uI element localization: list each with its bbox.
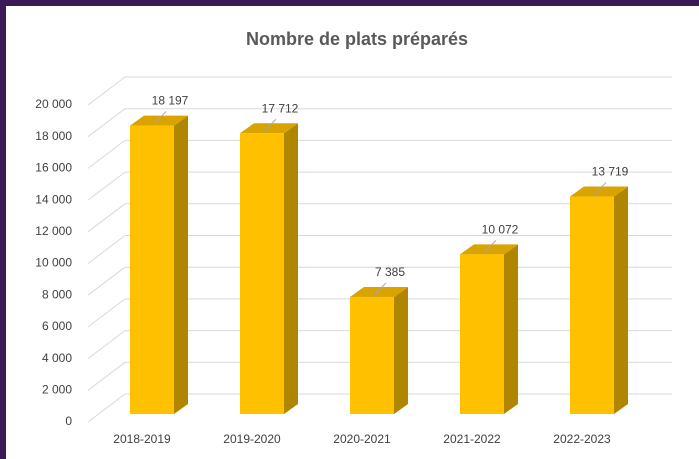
data-label: 13 719 xyxy=(592,165,629,179)
bar-side xyxy=(284,123,298,414)
x-tick-label: 2020-2021 xyxy=(333,432,391,446)
bar-side xyxy=(174,115,188,415)
grid-line xyxy=(87,330,126,359)
bar xyxy=(240,133,284,414)
leader-line xyxy=(593,182,607,195)
data-label: 18 197 xyxy=(152,94,189,108)
leader-line xyxy=(483,240,497,253)
y-tick-label: 18 000 xyxy=(35,129,72,143)
data-label: 7 385 xyxy=(375,265,405,279)
leader-line xyxy=(263,118,277,132)
bar-side xyxy=(504,244,518,414)
bar-side xyxy=(614,186,628,414)
grid-line xyxy=(87,76,126,106)
grid-line xyxy=(87,108,126,138)
data-label: 10 072 xyxy=(482,223,519,237)
chart-title: Nombre de plats préparés xyxy=(246,29,468,49)
y-tick-label: 6 000 xyxy=(42,319,72,333)
bar-top xyxy=(240,123,298,134)
x-tick-label: 2019-2020 xyxy=(223,432,281,446)
x-tick-label: 2018-2019 xyxy=(113,432,171,446)
y-tick-label: 10 000 xyxy=(35,256,72,270)
bar-top xyxy=(130,115,188,126)
grid-line xyxy=(87,298,126,328)
x-tick-label: 2022-2023 xyxy=(553,432,611,446)
leader-line xyxy=(373,282,387,296)
grid-line xyxy=(87,235,126,264)
bar xyxy=(570,196,614,414)
bar-side xyxy=(394,286,408,414)
bar xyxy=(350,296,394,414)
data-label: 17 712 xyxy=(262,101,299,115)
bar xyxy=(460,254,504,414)
bar xyxy=(130,125,174,415)
bar-top xyxy=(350,286,408,297)
y-tick-label: 16 000 xyxy=(35,161,72,175)
grid-line xyxy=(87,361,126,391)
bar-top xyxy=(570,186,628,197)
y-tick-label: 0 xyxy=(65,414,72,428)
y-tick-label: 12 000 xyxy=(35,224,72,238)
y-tick-label: 14 000 xyxy=(35,192,72,206)
y-tick-label: 8 000 xyxy=(42,287,72,301)
bar-top xyxy=(460,244,518,255)
y-tick-label: 2 000 xyxy=(42,382,72,396)
leader-line xyxy=(153,111,167,124)
grid-line xyxy=(87,140,126,169)
grid-line xyxy=(87,203,126,233)
x-tick-label: 2021-2022 xyxy=(443,432,501,446)
grid-line xyxy=(87,171,126,201)
grid-line xyxy=(87,266,126,296)
y-tick-label: 20 000 xyxy=(35,97,72,111)
y-tick-label: 4 000 xyxy=(42,351,72,365)
grid-line xyxy=(87,393,126,423)
